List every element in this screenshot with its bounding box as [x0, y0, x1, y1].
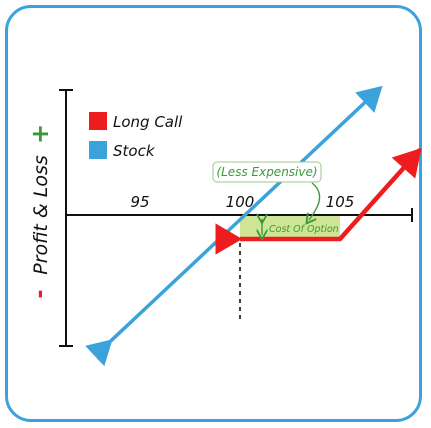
x-tick-label-95: 95 — [130, 193, 149, 211]
less-expensive-label: (Less Expensive) — [216, 165, 317, 179]
x-tick-label-105: 105 — [326, 193, 355, 211]
y-axis-plus-sign: + — [26, 124, 54, 144]
legend-swatch-stock — [89, 141, 107, 159]
y-axis-label: Profit & Loss — [30, 155, 52, 275]
y-axis-minus-sign: - — [28, 289, 53, 298]
legend-label-long-call: Long Call — [113, 113, 183, 131]
less-expensive-box — [212, 161, 322, 183]
legend-swatch-long-call — [89, 112, 107, 130]
y-axis-label-group: Profit & Loss — [30, 155, 52, 275]
legend-label-stock: Stock — [113, 142, 156, 160]
less-expensive-pointer — [309, 182, 321, 220]
long-call-series-line — [215, 148, 422, 255]
cost-of-option-label: Cost Of Option — [269, 224, 339, 235]
